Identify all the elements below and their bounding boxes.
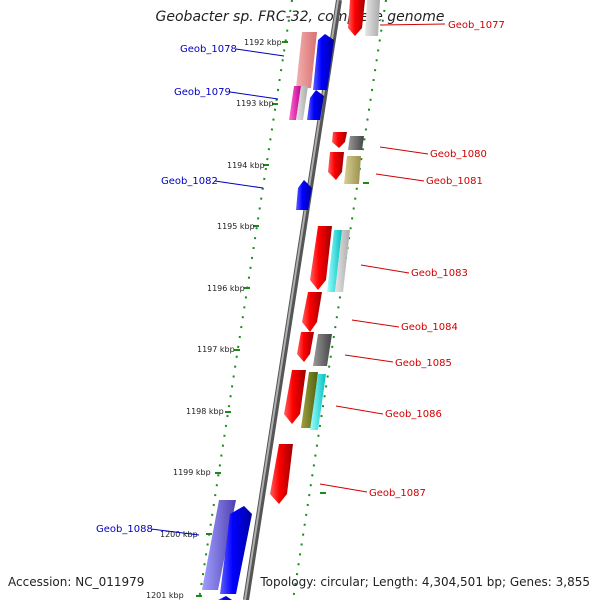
gene-1085-cog-block[interactable] [313, 334, 332, 366]
tick-label-1195: 1195 kbp [217, 222, 255, 231]
gene-1083-arrow[interactable] [310, 226, 332, 290]
gene-label-1085[interactable]: Geob_1085 [395, 358, 452, 369]
gene-label-1084[interactable]: Geob_1084 [401, 322, 458, 333]
topology-label: Topology: circular; Length: 4,304,501 bp… [260, 575, 590, 589]
gene-label-1078[interactable]: Geob_1078 [180, 44, 237, 55]
gene-1081-arrow[interactable] [328, 152, 344, 180]
gene-1083-cog-block[interactable] [327, 230, 342, 292]
gene-1084-arrow[interactable] [302, 292, 322, 332]
tick-label-1198: 1198 kbp [186, 407, 224, 416]
gene-label-1081[interactable]: Geob_1081 [426, 176, 483, 187]
tick-label-1200: 1200 kbp [160, 530, 198, 539]
gene-1078-arrow[interactable] [313, 34, 334, 90]
leader-lines-forward [319, 23, 446, 493]
gene-label-1082[interactable]: Geob_1082 [161, 176, 218, 187]
gene-1086-arrow[interactable] [284, 370, 306, 424]
gene-label-1088[interactable]: Geob_1088 [96, 524, 153, 535]
gene-1088-cog-block[interactable] [202, 500, 236, 590]
gene-label-1086[interactable]: Geob_1086 [385, 409, 442, 420]
gene-1079-cog-block[interactable] [289, 86, 301, 120]
dotted-track-left [198, 0, 293, 600]
tick-label-1201: 1201 kbp [146, 591, 184, 600]
gene-label-1077[interactable]: Geob_1077 [448, 20, 505, 31]
gene-1086-cog-block[interactable] [301, 372, 318, 428]
gene-1081-cog-block[interactable] [344, 156, 361, 184]
tick-label-1192: 1192 kbp [244, 38, 282, 47]
gene-1079-arrow[interactable] [307, 90, 324, 120]
gene-1077-arrow[interactable] [348, 0, 365, 36]
gene-label-1080[interactable]: Geob_1080 [430, 149, 487, 160]
leader-lines-reverse [150, 48, 285, 536]
gene-next-arrow[interactable] [218, 596, 232, 600]
tick-label-1196: 1196 kbp [207, 284, 245, 293]
gene-1085-arrow[interactable] [297, 332, 314, 362]
gene-1083-cog-block-2[interactable] [335, 230, 350, 292]
gene-1077-cog-block[interactable] [365, 0, 380, 36]
accession-label: Accession: NC_011979 [8, 575, 145, 589]
gene-1080-cog-block[interactable] [348, 136, 364, 150]
gene-label-1087[interactable]: Geob_1087 [369, 488, 426, 499]
tick-label-1199: 1199 kbp [173, 468, 211, 477]
gene-1087-arrow[interactable] [270, 444, 293, 504]
kbp-tick-marks-right [320, 182, 369, 494]
gene-label-1083[interactable]: Geob_1083 [411, 268, 468, 279]
gene-1088-arrow[interactable] [220, 506, 252, 594]
gene-label-1079[interactable]: Geob_1079 [174, 87, 231, 98]
dotted-track-right [292, 0, 387, 600]
gene-1079-cog-block-2[interactable] [296, 86, 308, 120]
tick-label-1194: 1194 kbp [227, 161, 265, 170]
tick-label-1197: 1197 kbp [197, 345, 235, 354]
gene-1082-arrow[interactable] [296, 180, 312, 210]
gene-1078-cog-block[interactable] [296, 32, 317, 88]
gene-1086-cog-block-2[interactable] [310, 374, 326, 430]
tick-label-1193: 1193 kbp [236, 99, 274, 108]
kbp-ticks [196, 41, 288, 597]
gene-1080-arrow[interactable] [332, 132, 347, 148]
